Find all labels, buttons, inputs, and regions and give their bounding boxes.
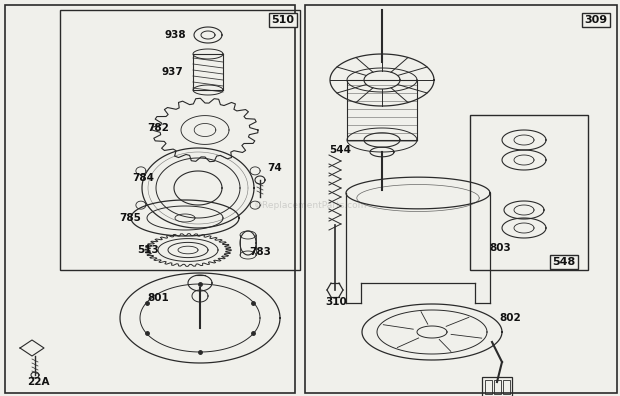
Text: 783: 783: [249, 247, 271, 257]
Bar: [60, 10, 300, 270]
Text: 310: 310: [325, 297, 347, 307]
Text: 548: 548: [552, 257, 575, 267]
Text: 784: 784: [132, 173, 154, 183]
Text: 937: 937: [161, 67, 183, 77]
Text: ©ReplacementParts.com: ©ReplacementParts.com: [254, 202, 366, 210]
Bar: [494, 380, 501, 394]
Text: 785: 785: [119, 213, 141, 223]
Bar: [482, 377, 512, 396]
Text: 309: 309: [585, 15, 608, 25]
Text: 510: 510: [272, 15, 294, 25]
Bar: [470, 115, 588, 270]
Text: 802: 802: [499, 313, 521, 323]
Bar: [485, 380, 492, 394]
Text: 74: 74: [268, 163, 282, 173]
Text: 513: 513: [137, 245, 159, 255]
Text: 938: 938: [164, 30, 186, 40]
Text: 801: 801: [147, 293, 169, 303]
Text: 22A: 22A: [27, 377, 49, 387]
Text: 544: 544: [329, 145, 351, 155]
Bar: [503, 380, 510, 394]
Bar: [305, 5, 617, 393]
Text: 782: 782: [147, 123, 169, 133]
Bar: [5, 5, 295, 393]
Text: 803: 803: [489, 243, 511, 253]
